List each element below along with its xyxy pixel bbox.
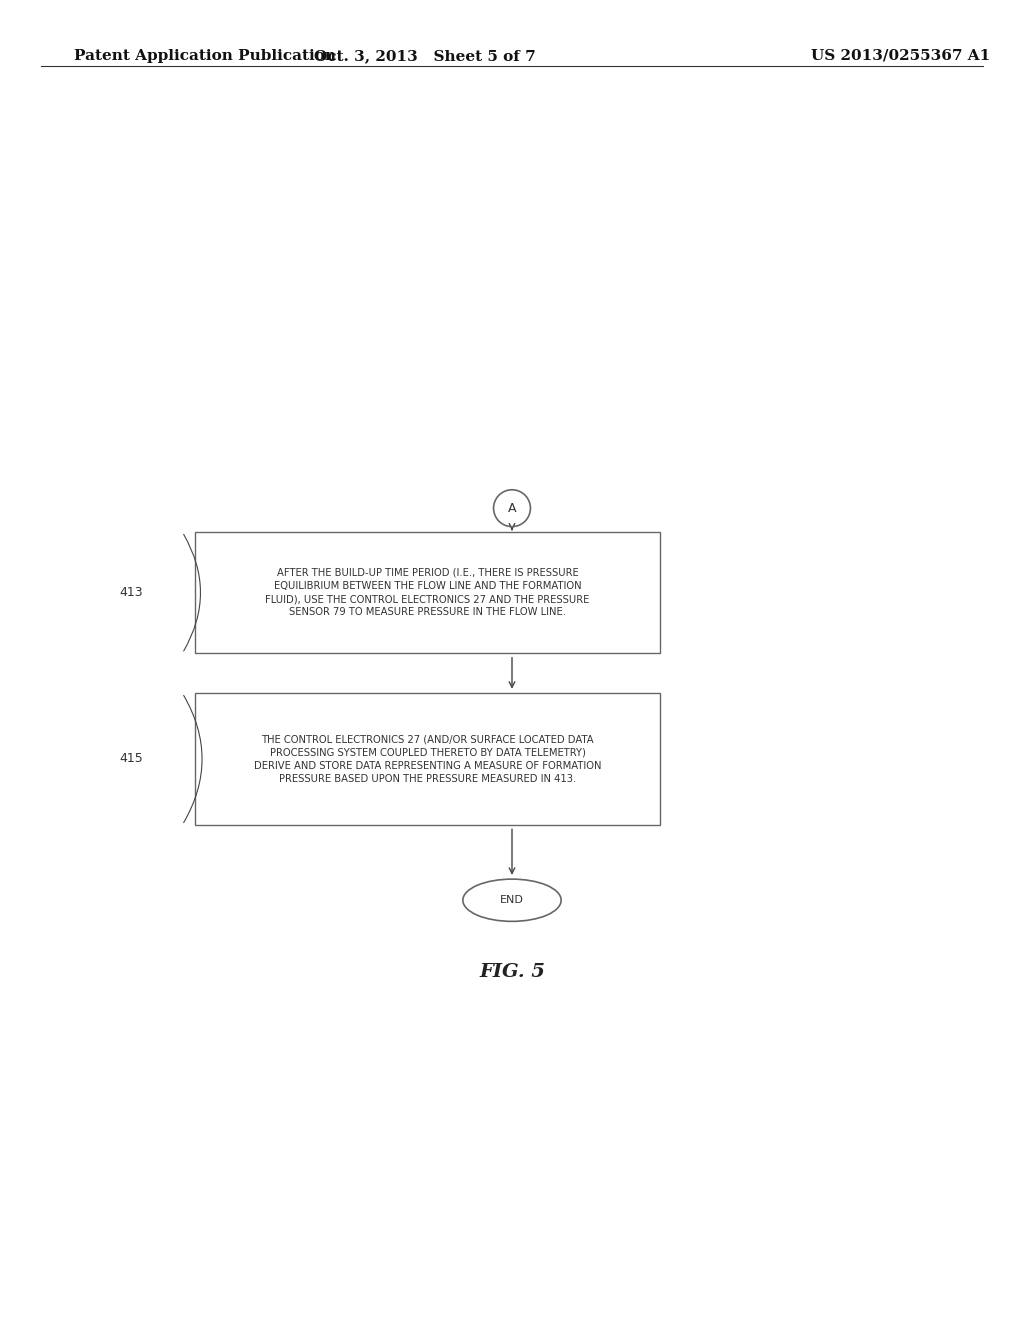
FancyBboxPatch shape: [195, 532, 660, 653]
Text: END: END: [500, 895, 524, 906]
Text: A: A: [508, 502, 516, 515]
Text: 415: 415: [120, 752, 143, 766]
Text: 413: 413: [120, 586, 143, 599]
Text: US 2013/0255367 A1: US 2013/0255367 A1: [811, 49, 991, 63]
Text: Patent Application Publication: Patent Application Publication: [74, 49, 336, 63]
Text: THE CONTROL ELECTRONICS 27 (AND/OR SURFACE LOCATED DATA
PROCESSING SYSTEM COUPLE: THE CONTROL ELECTRONICS 27 (AND/OR SURFA…: [254, 734, 601, 784]
FancyBboxPatch shape: [195, 693, 660, 825]
Text: AFTER THE BUILD-UP TIME PERIOD (I.E., THERE IS PRESSURE
EQUILIBRIUM BETWEEN THE : AFTER THE BUILD-UP TIME PERIOD (I.E., TH…: [265, 568, 590, 618]
Text: FIG. 5: FIG. 5: [479, 962, 545, 981]
Text: Oct. 3, 2013   Sheet 5 of 7: Oct. 3, 2013 Sheet 5 of 7: [314, 49, 536, 63]
